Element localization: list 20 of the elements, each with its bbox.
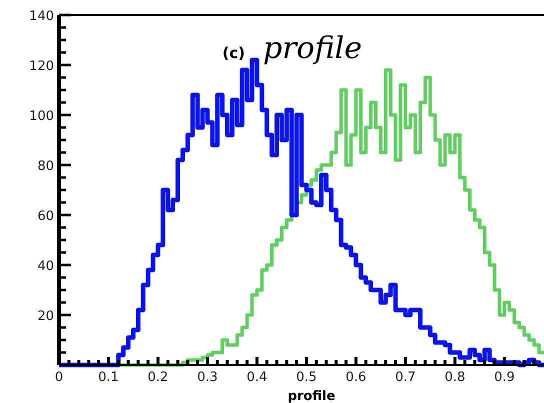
x-tick-label: 0	[54, 370, 64, 385]
x-tick-label: 0.7	[395, 370, 416, 385]
text: profile	[263, 31, 362, 66]
y-tick-label: 100	[29, 109, 54, 124]
x-axis-title: profile	[288, 389, 336, 403]
y-tick-label: 60	[37, 209, 54, 224]
x-tick-label: 0.1	[98, 370, 119, 385]
text: (c)	[222, 44, 245, 62]
x-tick-label: 0.3	[197, 370, 218, 385]
x-tick-label: 0.5	[296, 370, 317, 385]
x-tick-label: 0.6	[346, 370, 366, 385]
y-tick-label: 140	[29, 9, 54, 24]
x-tick-label: 0.8	[444, 370, 466, 385]
x-tick-label: 0.9	[494, 370, 515, 385]
y-tick-label: 120	[29, 59, 54, 74]
y-tick-label: 40	[37, 259, 54, 274]
x-tick-label: 0.4	[246, 370, 268, 385]
y-tick-label: 80	[37, 159, 54, 174]
x-tick-label: 0.2	[148, 370, 168, 385]
y-tick-label: 20	[37, 309, 54, 324]
